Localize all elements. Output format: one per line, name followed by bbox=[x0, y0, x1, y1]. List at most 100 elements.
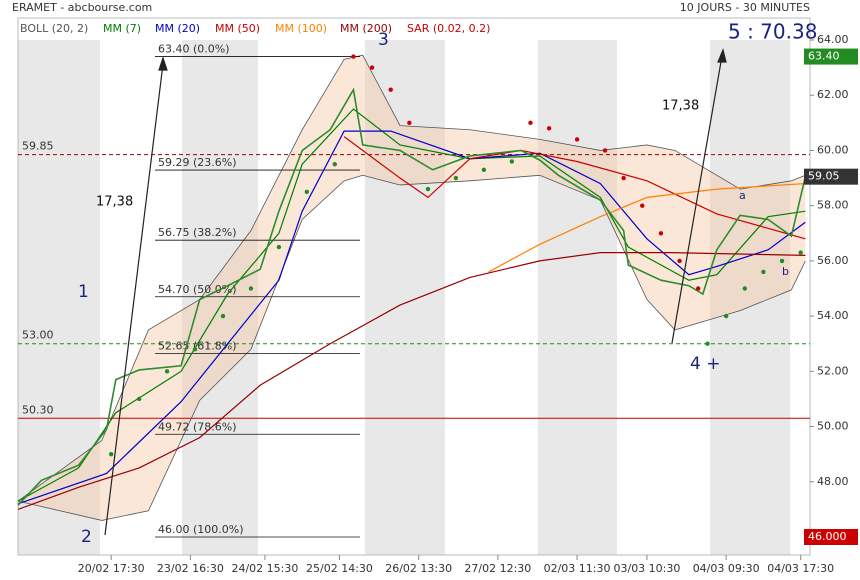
day-band bbox=[18, 40, 100, 555]
sar-dot bbox=[761, 269, 766, 275]
x-tick-label: 25/02 14:30 bbox=[306, 562, 373, 575]
price-tag bbox=[804, 48, 858, 65]
fib-label: 63.40 (0.0%) bbox=[158, 43, 230, 56]
y-tick-label: 54.00 bbox=[817, 309, 849, 322]
sar-dot bbox=[640, 203, 645, 208]
x-tick-label: 04/03 09:30 bbox=[693, 562, 760, 575]
sar-dot bbox=[304, 189, 310, 195]
sar-dot bbox=[742, 286, 747, 291]
legend-entry: MM (200) bbox=[340, 22, 392, 35]
reference-label: 53.00 bbox=[22, 329, 54, 342]
sar-dot bbox=[425, 186, 431, 192]
sar-dot bbox=[677, 258, 682, 264]
y-tick-label: 50.00 bbox=[817, 420, 849, 433]
sar-dot bbox=[108, 451, 114, 457]
sar-dot bbox=[798, 250, 803, 255]
sar-dot bbox=[388, 87, 393, 92]
price-tag-label: 46.000 bbox=[808, 530, 847, 543]
sar-dot bbox=[351, 54, 356, 59]
sar-dot bbox=[723, 313, 729, 319]
sar-dot bbox=[407, 120, 412, 126]
legend-entry: SAR (0.02, 0.2) bbox=[407, 22, 490, 35]
sar-dot bbox=[602, 148, 608, 153]
moving-average bbox=[17, 130, 806, 505]
legend-entry: MM (20) bbox=[155, 22, 200, 35]
sar-dot bbox=[574, 137, 580, 142]
price-tag-label: 59.05 bbox=[808, 170, 840, 183]
plot-area: 48.00 50.00 52.00 54.00 56.00 58.00 60.00 62.00… bbox=[17, 33, 849, 575]
sar-dot bbox=[705, 341, 710, 346]
chart-subtitle: 10 JOURS - 30 MINUTES bbox=[680, 1, 810, 14]
x-tick-label: 23/02 16:30 bbox=[157, 562, 224, 575]
sar-dot bbox=[621, 175, 626, 181]
arrow bbox=[104, 63, 164, 536]
fib-label: 52.65 (61.8%) bbox=[158, 339, 237, 352]
day-band bbox=[710, 40, 790, 555]
annotation: 2 bbox=[81, 527, 92, 547]
legend-entry: MM (100) bbox=[275, 22, 327, 35]
sar-dot bbox=[369, 65, 375, 70]
sar-dot bbox=[248, 286, 254, 291]
annotation: 3 bbox=[378, 30, 389, 50]
sar-dot bbox=[220, 313, 226, 319]
sar-dot bbox=[453, 175, 459, 181]
x-tick-label: 04/03 17:30 bbox=[767, 562, 834, 575]
legend-entry: BOLL (20, 2) bbox=[20, 22, 88, 35]
sar-dot bbox=[546, 126, 552, 131]
arrow-head bbox=[158, 56, 168, 71]
fib-label: 56.75 (38.2%) bbox=[158, 226, 237, 239]
bollinger-fill bbox=[18, 55, 806, 521]
price-tag bbox=[804, 529, 858, 545]
x-tick-label: 02/03 11:30 bbox=[544, 562, 611, 575]
fib-label: 54.70 (50.0%) bbox=[158, 283, 237, 296]
annotation: 17,38 bbox=[96, 195, 133, 210]
fib-label: 59.29 (23.6%) bbox=[158, 156, 237, 169]
sar-dot bbox=[528, 120, 533, 126]
y-tick-label: 62.00 bbox=[817, 88, 849, 101]
fib-label: 49.72 (78.6%) bbox=[158, 420, 237, 433]
sar-dot bbox=[164, 369, 170, 374]
x-tick-label: 24/02 15:30 bbox=[231, 562, 298, 575]
x-tick-label: 27/02 12:30 bbox=[464, 562, 531, 575]
sar-dot bbox=[658, 231, 664, 236]
reference-label: 59.85 bbox=[22, 140, 54, 153]
arrow-head bbox=[717, 48, 727, 63]
sar-dot bbox=[332, 162, 337, 167]
arrows bbox=[104, 48, 727, 536]
y-tick-label: 64.00 bbox=[817, 33, 849, 46]
x-tick-label: 20/02 17:30 bbox=[78, 562, 145, 575]
fib-label: 46.00 (100.0%) bbox=[158, 523, 244, 536]
legend: BOLL (20, 2) MM (7) MM (20) MM (50) MM (… bbox=[20, 22, 490, 35]
x-tick-label: 26/02 13:30 bbox=[385, 562, 452, 575]
day-band bbox=[538, 40, 617, 555]
bollinger-upper bbox=[17, 54, 806, 502]
annotation: 1 bbox=[78, 282, 89, 302]
sar-dot bbox=[509, 159, 515, 164]
reference-label: 50.30 bbox=[22, 403, 54, 416]
bollinger-lower bbox=[17, 174, 806, 521]
annotation: b bbox=[782, 265, 789, 278]
sar-dot bbox=[779, 258, 785, 264]
price-tag bbox=[804, 168, 858, 185]
moving-average bbox=[17, 108, 806, 502]
sar-dot bbox=[276, 244, 282, 250]
price-tag-label: 63.40 bbox=[808, 50, 840, 63]
sar-dot bbox=[481, 167, 487, 172]
y-tick-label: 56.00 bbox=[817, 254, 849, 267]
y-tick-label: 58.00 bbox=[817, 199, 849, 212]
day-band bbox=[182, 40, 258, 555]
annotation: a bbox=[739, 189, 746, 202]
price-line bbox=[17, 87, 807, 506]
annotation: 5 : 70.38 bbox=[728, 20, 817, 44]
y-tick-label: 60.00 bbox=[817, 143, 849, 156]
sar-dot bbox=[136, 396, 142, 402]
moving-average bbox=[17, 252, 806, 510]
arrow bbox=[671, 55, 723, 344]
plot-frame bbox=[17, 17, 811, 556]
y-tick-label: 52.00 bbox=[817, 364, 849, 377]
legend-entry: MM (7) bbox=[103, 22, 141, 35]
sar-dot bbox=[695, 286, 701, 291]
moving-average bbox=[488, 182, 806, 273]
annotation: 17,38 bbox=[662, 99, 699, 114]
